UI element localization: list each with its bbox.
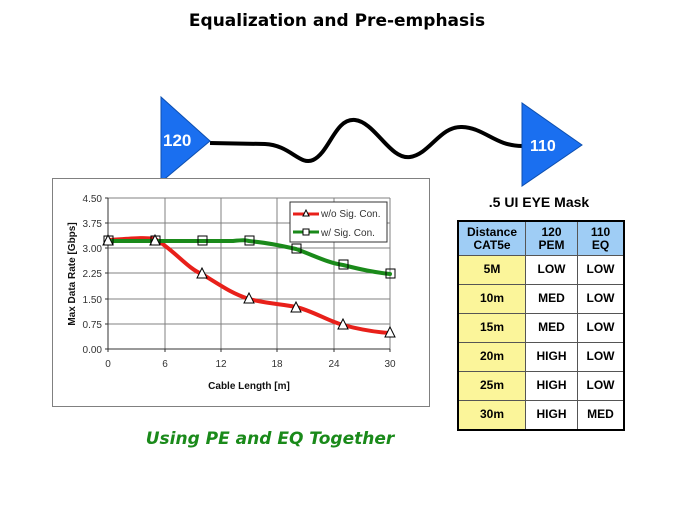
transmitter-label: 120 bbox=[163, 131, 191, 150]
svg-text:0.00: 0.00 bbox=[83, 345, 103, 356]
eq-cell: LOW bbox=[577, 371, 625, 401]
square-marker-icon bbox=[302, 228, 310, 236]
table-row: 30m HIGH MED bbox=[457, 400, 625, 430]
pem-cell: HIGH bbox=[525, 342, 578, 372]
eq-cell: LOW bbox=[577, 284, 625, 314]
header-eq: 110 EQ bbox=[577, 220, 625, 256]
y-axis-label: Max Data Rate [Gbps] bbox=[67, 222, 78, 325]
eye-mask-table: Distance CAT5e 120 PEM 110 EQ 5M LOW LOW 10… bbox=[457, 220, 625, 431]
table-row: 5M LOW LOW bbox=[457, 255, 625, 285]
pem-cell: MED bbox=[525, 284, 578, 314]
svg-text:3.00: 3.00 bbox=[83, 244, 103, 255]
series-with-sig-con-line bbox=[106, 238, 392, 276]
distance-cell: 15m bbox=[457, 313, 526, 343]
pem-cell: LOW bbox=[525, 255, 578, 285]
chart-caption: Using PE and EQ Together bbox=[145, 429, 395, 449]
chart-panel: 4.50 3.75 3.00 2.25 1.50 0.75 0.00 0 6 1… bbox=[52, 178, 430, 407]
distance-cell: 10m bbox=[457, 284, 526, 314]
triangle-marker-icon bbox=[302, 208, 310, 217]
series-without-sig-con-markers bbox=[102, 233, 396, 338]
eye-mask-title: .5 UI EYE Mask bbox=[488, 194, 590, 210]
svg-text:0.75: 0.75 bbox=[83, 320, 103, 331]
pem-cell: MED bbox=[525, 313, 578, 343]
table-row: 20m HIGH LOW bbox=[457, 342, 625, 372]
distance-cell: 20m bbox=[457, 342, 526, 372]
svg-text:w/o Sig. Con.: w/o Sig. Con. bbox=[320, 209, 380, 220]
svg-text:6: 6 bbox=[162, 359, 168, 370]
svg-text:2.25: 2.25 bbox=[83, 269, 103, 280]
page-title: Equalization and Pre-emphasis bbox=[188, 11, 486, 31]
line-chart: 4.50 3.75 3.00 2.25 1.50 0.75 0.00 0 6 1… bbox=[67, 194, 396, 392]
table-row: 10m MED LOW bbox=[457, 284, 625, 314]
svg-text:3.75: 3.75 bbox=[83, 219, 103, 230]
transmitter-amp-icon bbox=[160, 95, 211, 184]
x-axis-label: Cable Length [m] bbox=[208, 381, 290, 392]
receiver-amp-icon bbox=[521, 102, 583, 187]
header-pem: 120 PEM bbox=[525, 220, 578, 256]
svg-text:w/ Sig. Con.: w/ Sig. Con. bbox=[320, 228, 375, 239]
series-without-sig-con-line bbox=[106, 236, 392, 335]
eq-cell: LOW bbox=[577, 313, 625, 343]
header-distance: Distance CAT5e bbox=[457, 220, 526, 256]
eq-cell: MED bbox=[577, 400, 625, 430]
svg-text:18: 18 bbox=[271, 359, 283, 370]
distance-cell: 30m bbox=[457, 400, 526, 430]
eq-cell: LOW bbox=[577, 342, 625, 372]
cable-waveform bbox=[209, 118, 523, 164]
table-row: 15m MED LOW bbox=[457, 313, 625, 343]
signal-path-diagram: 120 110 bbox=[160, 95, 583, 187]
svg-text:1.50: 1.50 bbox=[83, 295, 103, 306]
series-with-sig-con-markers bbox=[103, 235, 396, 279]
svg-text:24: 24 bbox=[328, 359, 340, 370]
distance-cell: 5M bbox=[457, 255, 526, 285]
pem-cell: HIGH bbox=[525, 400, 578, 430]
table-row: 25m HIGH LOW bbox=[457, 371, 625, 401]
axes bbox=[105, 197, 391, 352]
eq-cell: LOW bbox=[577, 255, 625, 285]
svg-text:4.50: 4.50 bbox=[83, 194, 103, 205]
pem-cell: HIGH bbox=[525, 371, 578, 401]
y-tick-labels: 4.50 3.75 3.00 2.25 1.50 0.75 0.00 bbox=[83, 194, 103, 356]
x-tick-labels: 0 6 12 18 24 30 bbox=[105, 359, 396, 370]
table-header-row: Distance CAT5e 120 PEM 110 EQ bbox=[457, 220, 625, 256]
receiver-label: 110 bbox=[530, 138, 556, 155]
svg-text:30: 30 bbox=[384, 359, 396, 370]
chart-legend: w/o Sig. Con. w/ Sig. Con. bbox=[289, 201, 388, 243]
svg-text:0: 0 bbox=[105, 359, 111, 370]
svg-text:12: 12 bbox=[215, 359, 227, 370]
distance-cell: 25m bbox=[457, 371, 526, 401]
